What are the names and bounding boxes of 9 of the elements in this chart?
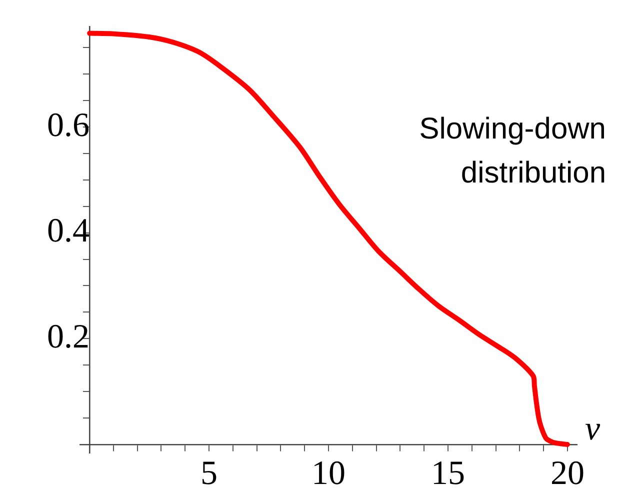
y-tick-label: 0.6	[47, 106, 90, 144]
y-tick-label: 0.2	[47, 318, 90, 356]
x-tick-label: 5	[200, 454, 218, 492]
y-tick-label: 0.4	[47, 212, 90, 250]
x-axis-title: v	[585, 410, 601, 448]
x-tick-label: 10	[312, 454, 346, 492]
annotation: Slowing-down distribution	[419, 112, 606, 190]
x-tick-label: 20	[550, 454, 584, 492]
x-tick-label: 15	[430, 454, 465, 492]
